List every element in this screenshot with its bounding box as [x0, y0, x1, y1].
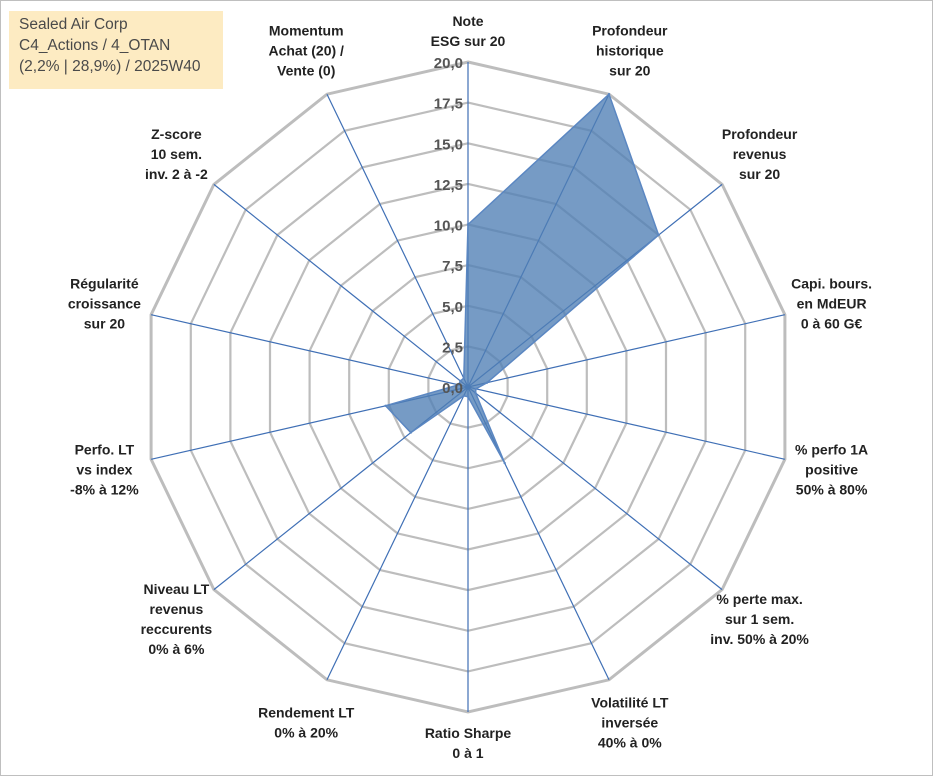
tick-label-3: 7,5 — [442, 258, 463, 275]
series-point-12 — [459, 379, 462, 383]
spoke-3 — [467, 314, 786, 388]
axis-label-4: % perfo 1A positive 50% à 80% — [795, 441, 868, 497]
series-point-4 — [474, 387, 478, 390]
tick-label-5: 12,5 — [434, 177, 463, 194]
axis-label-8: Rendement LT 0% à 20% — [258, 705, 355, 741]
radar-series — [384, 92, 660, 465]
series-point-8 — [462, 394, 465, 397]
axis-label-12: Z-score 10 sem. inv. 2 à -2 — [145, 126, 208, 182]
radar-axis-labels: Note ESG sur 20 Profondeur historique sur 20… — [68, 13, 872, 761]
axis-label-10: Perfo. LT vs index -8% à 12% — [70, 441, 139, 497]
tick-label-7: 17,5 — [434, 96, 463, 113]
axis-label-6: Volatilité LT inversée 40% à 0% — [591, 695, 669, 751]
series-area-0 — [384, 92, 660, 464]
axis-label-9: Niveau LT revenus reccurents 0% à 6% — [141, 581, 213, 657]
series-point-1 — [607, 93, 611, 96]
portfolio-path: C4_Actions / 4_OTAN — [19, 37, 171, 54]
tick-label-1: 2,5 — [442, 339, 463, 356]
axis-label-13: Momentum Achat (20) / Vente (0) — [268, 22, 344, 78]
radar-tick-labels: 0,0 2,5 5,0 7,5 10,0 12,5 15,0 17,5 20,0 — [434, 55, 463, 397]
tick-label-6: 15,0 — [434, 136, 463, 153]
axis-label-2: Profondeur revenus sur 20 — [722, 126, 798, 182]
series-point-10 — [384, 404, 387, 407]
tick-label-2: 5,0 — [442, 299, 463, 316]
series-point-9 — [409, 431, 412, 434]
series-point-5 — [474, 391, 477, 395]
spoke-11 — [150, 314, 469, 388]
company-name: Sealed Air Corp — [19, 16, 128, 33]
series-point-3 — [485, 381, 489, 384]
axis-label-7: Ratio Sharpe 0 à 1 — [425, 725, 512, 761]
spoke-4 — [467, 386, 786, 460]
spoke-5 — [467, 386, 723, 591]
spoke-12 — [213, 183, 469, 388]
axis-label-0: Note ESG sur 20 — [431, 13, 506, 49]
weight-week: (2,2% | 28,9%) / 2025W40 — [19, 58, 201, 75]
series-point-11 — [457, 383, 460, 386]
chart-header-box: Sealed Air Corp C4_Actions / 4_OTAN (2,2… — [9, 11, 223, 89]
series-point-13 — [462, 377, 465, 380]
tick-label-4: 10,0 — [434, 218, 463, 235]
axis-label-3: Capi. bours. en MdEUR 0 à 60 G€ — [791, 275, 872, 331]
series-point-0 — [466, 223, 470, 226]
axis-label-11: Régularité croissance sur 20 — [68, 275, 141, 331]
spoke-8 — [326, 386, 469, 681]
spoke-13 — [326, 93, 469, 388]
axis-label-5: % perte max. sur 1 sem. inv. 50% à 20% — [710, 591, 809, 647]
series-point-7 — [466, 395, 470, 398]
tick-label-8: 20,0 — [434, 55, 463, 72]
axis-label-1: Profondeur historique sur 20 — [592, 22, 668, 78]
tick-label-0: 0,0 — [442, 380, 463, 397]
series-point-6 — [503, 461, 506, 465]
series-point-2 — [657, 233, 660, 237]
